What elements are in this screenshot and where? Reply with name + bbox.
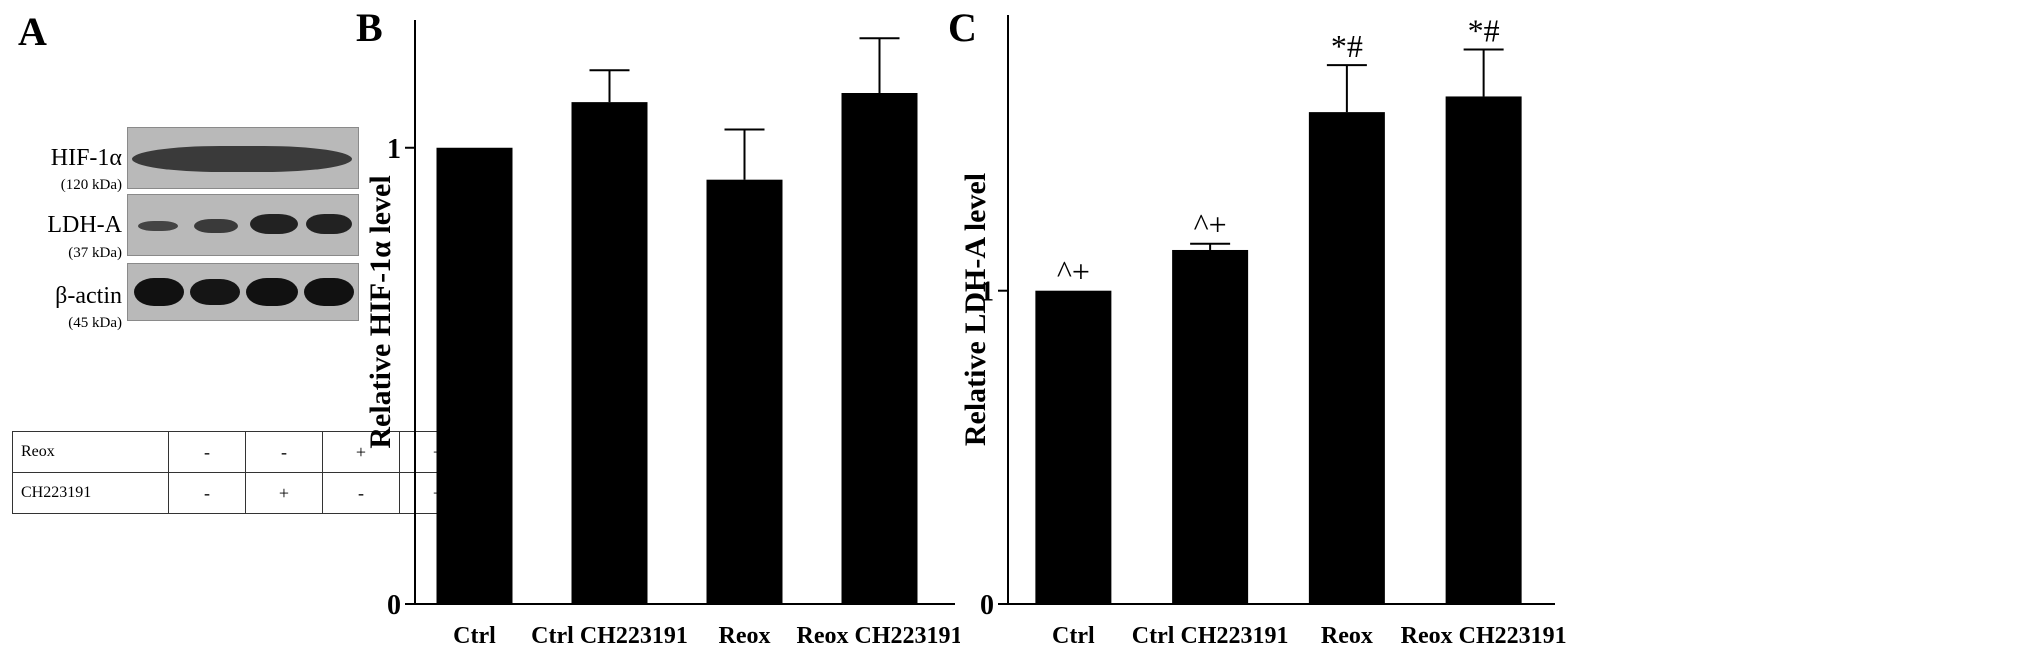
hif1a-bar-chart: 0 1 Relative HIF-1α level Ctrl Ctrl CH223191… [364,20,960,649]
blot-row-label-0: HIF-1α [50,145,122,171]
ldha-x-tick-label: Ctrl CH223191 [1132,623,1289,649]
table-cell: - [168,431,246,473]
blot-row-mw-1: (37 kDa) [68,245,122,261]
row-label-ch223191: CH223191 [12,472,169,514]
ldha-bar [1172,249,1249,605]
ldha-y-axis-label: Relative LDH-A level [959,173,992,446]
ldha-bar [1308,112,1385,604]
blot-band [134,278,184,306]
ldha-y-tick-label: 1 [980,277,994,308]
panel-c-label: C [948,5,977,50]
hif1a-x-tick-label: Ctrl [453,623,496,649]
hif1a-y-tick-label: 0 [387,590,401,621]
blot-row-label-1: LDH-A [47,212,122,238]
ldha-x-tick-label: Reox CH223191 [1401,623,1567,649]
hif1a-x-tick-label: Reox [719,623,771,649]
ldha-significance-label: ^+ [1194,207,1227,243]
ldha-x-tick-label: Ctrl [1052,623,1095,649]
blot-strip-bactin [127,263,359,321]
blot-row-mw-2: (45 kDa) [68,315,122,331]
ldha-bar [1035,290,1112,604]
hif1a-y-axis-label: Relative HIF-1α level [364,175,397,448]
panel-b-label: B [356,5,383,50]
ldha-significance-label: *# [1468,12,1500,48]
blot-band [138,221,178,231]
blot-band [190,279,240,305]
row-label-reox: Reox [12,431,169,473]
hif1a-x-tick-label: Ctrl CH223191 [531,623,688,649]
blot-band [306,214,352,234]
ldha-x-tick-label: Reox [1321,623,1373,649]
blot-band [304,278,354,306]
hif1a-x-tick-label: Reox CH223191 [797,623,960,649]
hif1a-bar [841,93,918,604]
table-cell: + [245,472,323,514]
table-cell: - [322,472,400,514]
table-cell: - [245,431,323,473]
hif1a-bar [706,179,783,604]
ldha-significance-label: ^+ [1057,254,1090,290]
blot-band [132,146,352,172]
blot-band [246,278,298,306]
blot-band [194,219,238,233]
blot-band [250,214,298,234]
hif1a-bar [436,147,513,604]
blot-strip-hif1a [127,127,359,189]
blot-row-mw-0: (120 kDa) [60,177,122,193]
ldha-y-tick-label: 0 [980,590,994,621]
ldha-bar [1445,96,1522,604]
blot-strip-ldha [127,194,359,256]
table-cell: - [168,472,246,514]
blot-row-label-2: β-actin [55,283,122,309]
hif1a-bar [571,102,648,604]
hif1a-y-tick-label: 1 [387,134,401,165]
ldha-significance-label: *# [1331,28,1363,64]
panel-a-label: A [18,9,47,54]
